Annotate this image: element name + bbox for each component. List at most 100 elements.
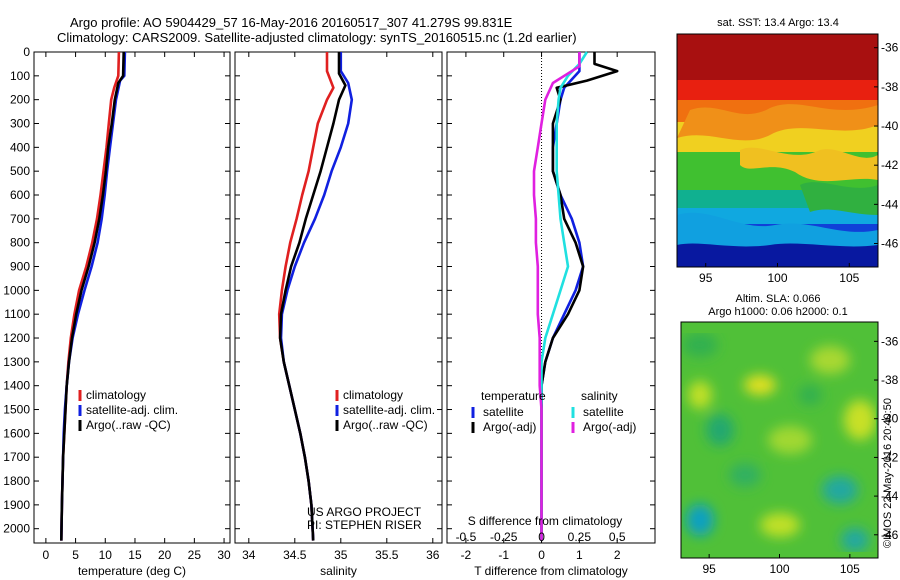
top-tick-label: 0.25 (568, 530, 592, 544)
y-tick-label: 400 (10, 140, 30, 154)
x-tick-label: 20 (158, 548, 172, 562)
map-y-tick-label: -38 (881, 373, 899, 387)
map-y-tick-label: -44 (881, 489, 899, 503)
sst-cyan-tongue (677, 212, 878, 247)
difference-plot-frame (446, 51, 656, 544)
map-y-tick-label: -44 (881, 197, 899, 211)
x-tick-label: -2 (461, 548, 472, 562)
salinity-panel: 34 34.5 35 35.5 36 salinity climatologysatelli… (234, 51, 443, 578)
project-annotation: US ARGO PROJECT (307, 505, 422, 519)
x-tick-label: 0 (538, 548, 545, 562)
sst-orange-intrusion (677, 104, 878, 141)
y-tick-label: 700 (10, 212, 30, 226)
y-tick-label: 100 (10, 69, 30, 83)
sla-map-ticks: 95 100 105 -36 -38 -40 -42 -44 -46 (702, 334, 898, 576)
map-x-tick-label: 100 (767, 271, 787, 285)
y-tick-label: 1000 (3, 283, 30, 297)
sla-blob (682, 333, 718, 357)
legend-label: Argo(-adj) (483, 420, 536, 434)
legend-label: Argo(..raw -QC) (86, 418, 171, 432)
x-tick-label: 30 (217, 548, 231, 562)
salinity-plot-frame (234, 51, 443, 544)
map-y-tick-label: -38 (881, 80, 899, 94)
map-y-tick-label: -36 (881, 334, 899, 348)
map-y-tick-label: -46 (881, 237, 899, 251)
y-tick-label: 1500 (3, 403, 30, 417)
sla-blob (844, 400, 876, 440)
figure-title-line2: Climatology: CARS2009. Satellite-adjuste… (57, 30, 577, 45)
sla-blob (768, 426, 812, 454)
sla-blob (729, 463, 761, 487)
y-tick-label: 2000 (3, 522, 30, 536)
sst-green-eddy (800, 182, 878, 215)
y-tick-label: 900 (10, 260, 30, 274)
y-tick-label: 1900 (3, 498, 30, 512)
x-tick-label: 36 (426, 548, 440, 562)
x-tick-label: 2 (614, 548, 621, 562)
x-tick-label: 1 (576, 548, 583, 562)
series-line-salinity-argo-adj- (532, 52, 581, 541)
map-x-tick-label: 105 (840, 562, 860, 576)
map-y-tick-label: -40 (881, 119, 899, 133)
x-tick-label: 35.5 (375, 548, 399, 562)
sla-map-title-line2: Argo h1000: 0.06 h2000: 0.1 (708, 306, 847, 318)
sst-map-title: sat. SST: 13.4 Argo: 13.4 (717, 17, 839, 29)
y-tick-label: 800 (10, 236, 30, 250)
y-tick-label: 600 (10, 188, 30, 202)
top-tick-label: -0.5 (456, 530, 477, 544)
y-tick-label: 0 (23, 45, 30, 59)
sla-blob (744, 375, 776, 395)
map-y-tick-label: -42 (881, 158, 899, 172)
y-tick-label: 1100 (4, 307, 30, 321)
legend-label: Argo(..raw -QC) (343, 418, 428, 432)
sla-map: Altim. SLA: 0.066 Argo h1000: 0.06 h2000… (680, 293, 899, 576)
x-tick-label: 34.5 (283, 548, 307, 562)
y-tick-label: 1400 (3, 379, 30, 393)
y-tick-label: 1700 (3, 450, 30, 464)
top-tick-label: 0.5 (609, 530, 626, 544)
top-tick-label: -0.25 (490, 530, 518, 544)
series-line-argo-raw-qc- (278, 52, 347, 541)
legend-label: climatology (343, 388, 403, 402)
map-y-tick-label: -36 (881, 41, 899, 55)
sla-blob (688, 381, 712, 409)
y-tick-label: 1300 (3, 355, 30, 369)
legend-group-title: temperature (481, 389, 546, 403)
map-y-tick-label: -46 (881, 528, 899, 542)
x-tick-label: 5 (72, 548, 79, 562)
sla-blob (841, 528, 869, 552)
map-x-tick-label: 95 (699, 271, 713, 285)
map-x-tick-label: 105 (839, 271, 859, 285)
x-tick-label: 25 (188, 548, 202, 562)
x-tick-label: 10 (99, 548, 113, 562)
difference-x-axis-label: T difference from climatology (474, 564, 628, 578)
salinity-x-axis-label: salinity (320, 564, 357, 578)
legend-label: satellite-adj. clim. (343, 403, 435, 417)
legend-label: satellite (583, 405, 624, 419)
sst-yellow-tongue (740, 147, 878, 182)
legend-label: satellite-adj. clim. (86, 403, 178, 417)
y-tick-label: 1600 (3, 426, 30, 440)
project-annotation: PI: STEPHEN RISER (307, 518, 422, 532)
figure-title-line1: Argo profile: AO 5904429_57 16-May-2016 … (70, 15, 513, 30)
legend-label: satellite (483, 405, 524, 419)
series-line-salinity-satellite (540, 51, 588, 541)
top-tick-label: 0 (538, 530, 545, 544)
series-line-argo-raw-qc- (60, 51, 125, 541)
sla-blob (760, 513, 800, 537)
sla-blob (686, 504, 714, 536)
y-tick-label: 1200 (3, 331, 30, 345)
legend-group-title: salinity (581, 389, 618, 403)
sla-blob (706, 414, 734, 446)
credit-text: ©IMOS 22-May-2016 20:40:50 (882, 398, 894, 548)
sst-map-ticks: 95 100 105 -36 -38 -40 -42 -44 -46 (699, 41, 899, 285)
temperature-x-axis-label: temperature (deg C) (78, 564, 186, 578)
sla-blob (822, 476, 858, 504)
difference-panel: -2 -1 0 1 2 T difference from climatology temp… (446, 51, 656, 578)
y-tick-label: 1800 (3, 474, 30, 488)
y-tick-label: 500 (10, 164, 30, 178)
legend-label: Argo(-adj) (583, 420, 636, 434)
y-tick-label: 200 (10, 93, 30, 107)
x-tick-label: 15 (128, 548, 142, 562)
